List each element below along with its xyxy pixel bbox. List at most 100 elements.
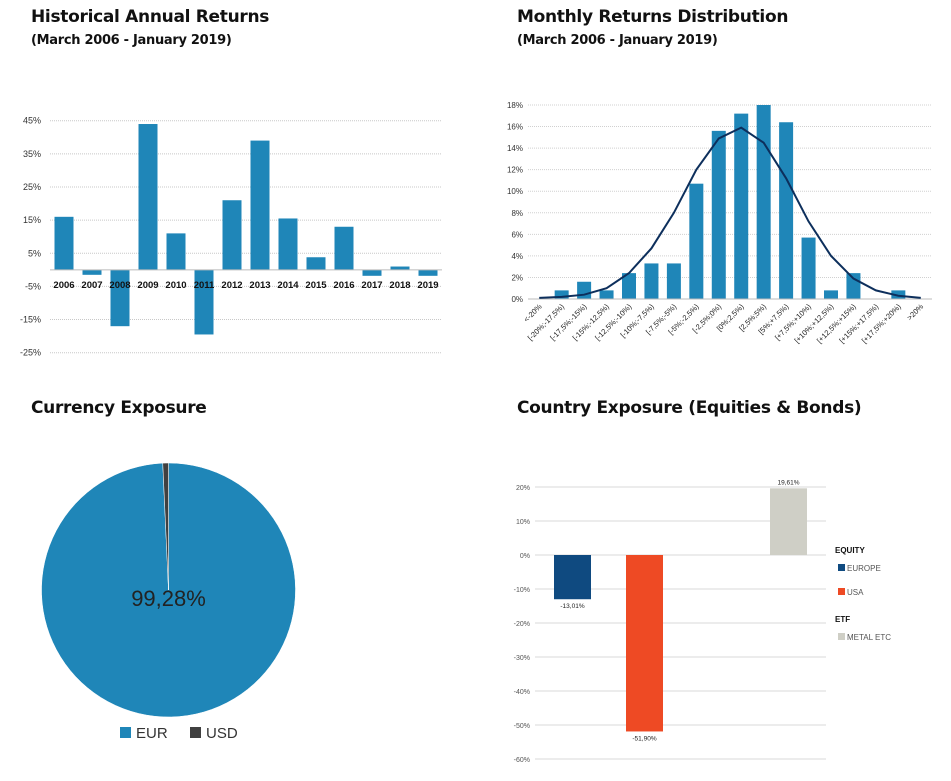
x-tick-label: 2013: [249, 280, 270, 291]
x-tick-label: 2008: [109, 280, 130, 291]
x-tick-label: 2019: [417, 280, 438, 291]
legend-label: METAL ETC: [847, 633, 891, 642]
y-tick-label: 0%: [520, 553, 530, 560]
x-tick-label: [+17,5%;+20%): [860, 302, 903, 345]
y-tick-label: 14%: [507, 144, 523, 153]
bar: [82, 269, 102, 275]
bar: [194, 269, 214, 335]
bar: [891, 290, 906, 299]
y-tick-label: -20%: [514, 621, 530, 628]
y-tick-label: 25%: [23, 182, 41, 192]
bar: [110, 269, 130, 327]
y-tick-label: 18%: [507, 101, 523, 110]
legend-swatch: [120, 727, 131, 738]
y-tick-label: 5%: [28, 248, 41, 258]
legend-swatch: [838, 633, 845, 640]
bar: [306, 257, 326, 270]
y-tick-label: -30%: [514, 655, 530, 662]
bar: [666, 263, 681, 299]
bar: [138, 124, 158, 270]
x-tick-label: 2014: [277, 280, 299, 291]
y-tick-label: 35%: [23, 149, 41, 159]
legend-label: USA: [847, 588, 864, 597]
x-tick-label: 2016: [333, 280, 354, 291]
distribution-subtitle: (March 2006 - January 2019): [517, 33, 718, 48]
x-tick-label: 2006: [53, 280, 74, 291]
x-tick-label: 2015: [305, 280, 327, 291]
y-tick-label: -60%: [514, 757, 530, 764]
y-tick-label: -25%: [20, 348, 41, 358]
data-label: 19,61%: [777, 479, 799, 486]
x-tick-label: >20%: [905, 302, 925, 322]
bar: [54, 216, 74, 270]
x-tick-label: 2012: [221, 280, 242, 291]
bar: [599, 290, 614, 299]
y-tick-label: 20%: [516, 485, 530, 492]
country-title: Country Exposure (Equities & Bonds): [517, 398, 862, 418]
bar: [278, 218, 298, 270]
y-tick-label: -10%: [514, 587, 530, 594]
bar: [390, 266, 410, 270]
bar: [418, 269, 438, 276]
y-tick-label: -50%: [514, 723, 530, 730]
x-tick-label: 2009: [137, 280, 158, 291]
bar-usa: [626, 555, 663, 732]
legend-swatch: [190, 727, 201, 738]
distribution-title: Monthly Returns Distribution: [517, 7, 789, 27]
data-label: -51,90%: [632, 735, 656, 742]
x-tick-label: 2011: [194, 280, 215, 291]
bar: [689, 183, 704, 299]
bar: [734, 113, 749, 299]
bar: [622, 273, 636, 299]
bar: [334, 226, 354, 270]
x-tick-label: 2017: [361, 280, 382, 291]
y-tick-label: 15%: [23, 215, 41, 225]
bar: [846, 273, 861, 299]
bar-europe: [554, 555, 591, 600]
y-tick-label: -5%: [25, 281, 41, 291]
bar: [644, 263, 659, 299]
bar: [222, 200, 242, 270]
y-tick-label: 0%: [511, 295, 523, 304]
data-label: -13,01%: [560, 603, 584, 610]
pie-center-label: 99,28%: [131, 586, 206, 611]
y-tick-label: -15%: [20, 315, 41, 325]
legend-group-label: EQUITY: [835, 546, 865, 555]
currency-title: Currency Exposure: [31, 398, 207, 418]
bar: [756, 105, 771, 299]
bar-metal-etc: [770, 488, 807, 555]
x-tick-label: 2018: [389, 280, 410, 291]
y-tick-label: 12%: [507, 166, 523, 175]
legend-label: EUROPE: [847, 564, 881, 573]
bar: [166, 233, 186, 270]
bar: [362, 269, 382, 276]
y-tick-label: 4%: [511, 252, 523, 261]
legend-swatch: [838, 564, 845, 571]
bar: [711, 130, 726, 299]
y-tick-label: 2%: [511, 273, 523, 282]
x-tick-label: 2007: [81, 280, 102, 291]
bar: [554, 290, 569, 299]
annual-returns-title: Historical Annual Returns: [31, 7, 270, 27]
bar: [824, 290, 838, 299]
bar: [801, 237, 816, 299]
annual-returns-subtitle: (March 2006 - January 2019): [31, 33, 232, 48]
y-tick-label: 6%: [511, 230, 523, 239]
normal-curve-line: [539, 126, 921, 299]
y-tick-label: 10%: [516, 519, 530, 526]
legend-label: EUR: [136, 725, 168, 742]
bar: [779, 122, 794, 299]
legend-group-label: ETF: [835, 615, 850, 624]
y-tick-label: 10%: [507, 187, 523, 196]
y-tick-label: 8%: [511, 209, 523, 218]
y-tick-label: -40%: [514, 689, 530, 696]
bar: [577, 281, 592, 299]
y-tick-label: 16%: [507, 123, 523, 132]
legend-label: USD: [206, 725, 238, 742]
y-tick-label: 45%: [23, 116, 41, 126]
bar: [250, 140, 270, 270]
pie-slice-usd: [162, 462, 169, 591]
legend-swatch: [838, 588, 845, 595]
